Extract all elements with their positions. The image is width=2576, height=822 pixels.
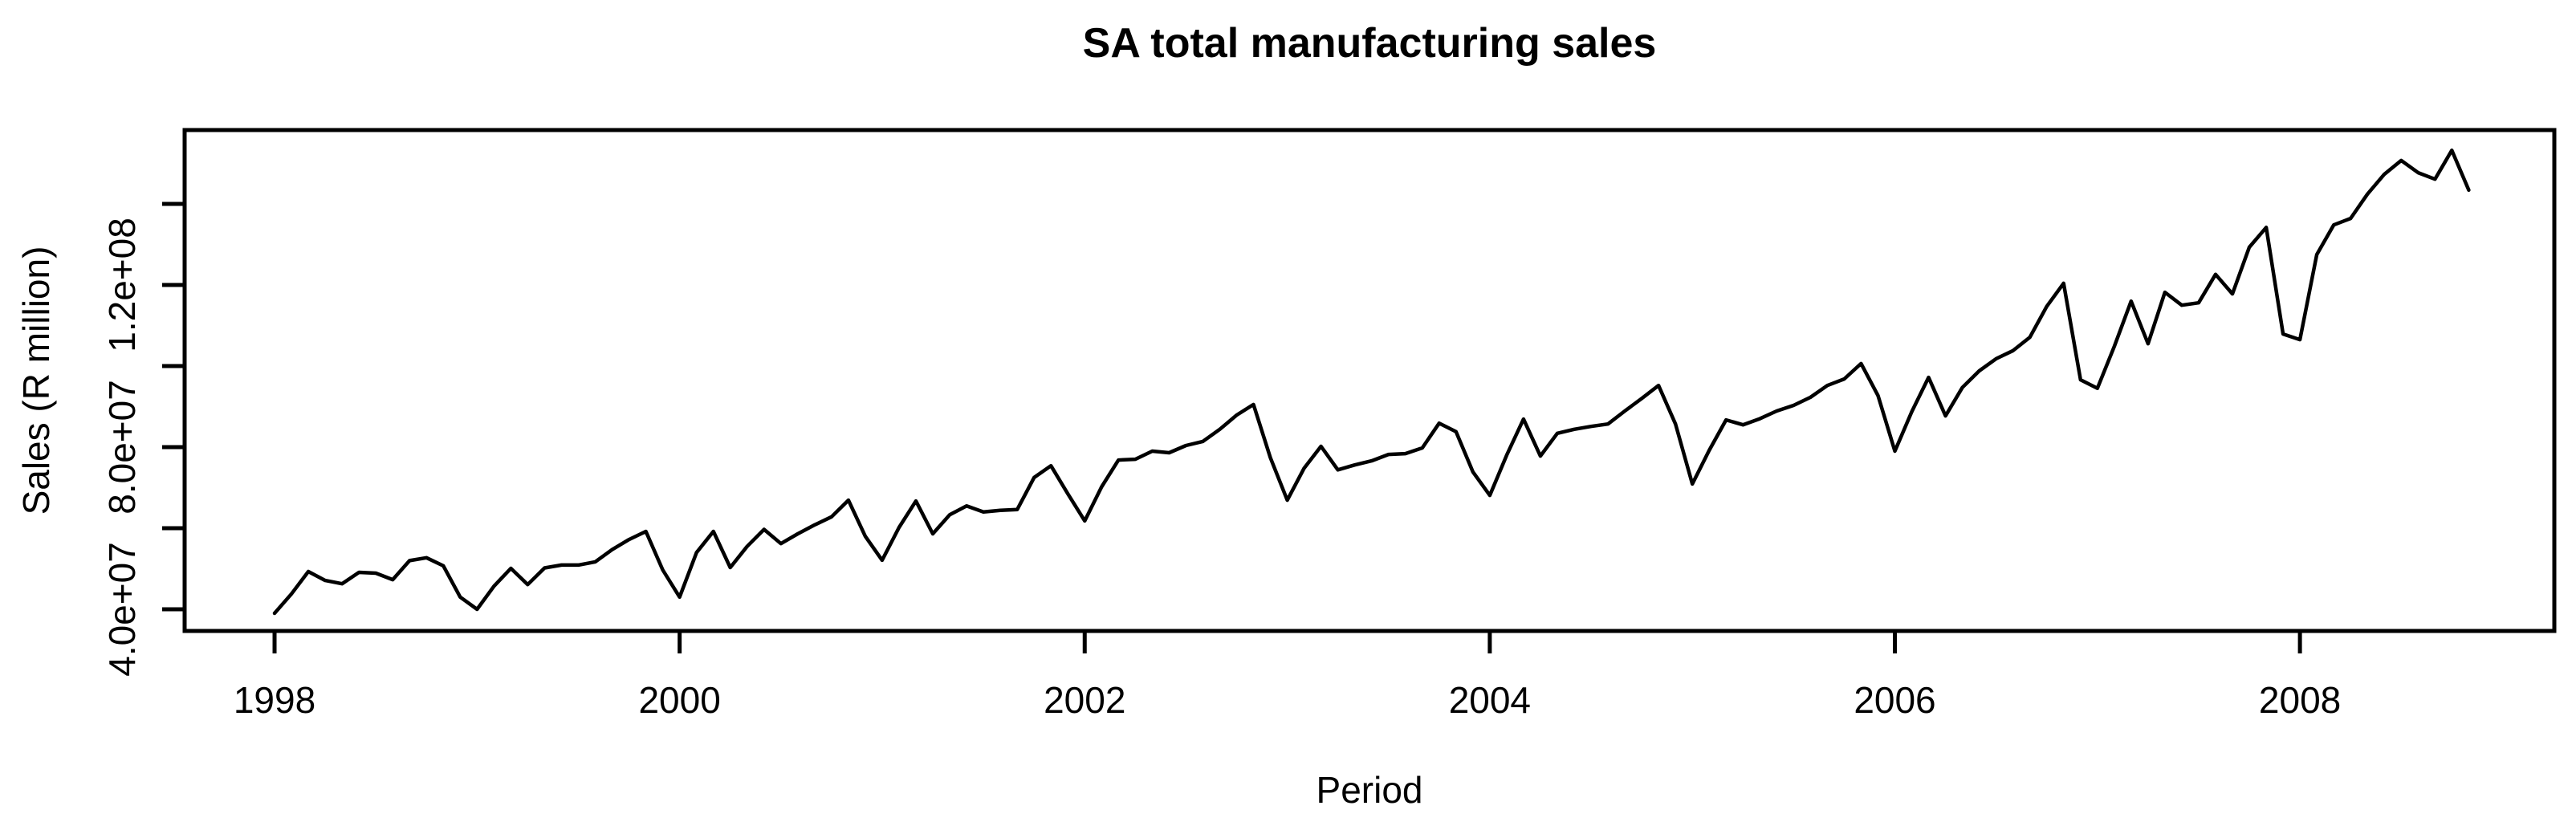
x-tick-label: 2002 (1044, 679, 1125, 721)
x-tick-label: 2006 (1854, 679, 1935, 721)
plot-box (182, 128, 2557, 633)
x-tick-label: 1998 (234, 679, 315, 721)
series-line (272, 149, 2471, 616)
x-tick-label: 2000 (638, 679, 720, 721)
y-tick-label: 8.0e+07 (101, 380, 143, 515)
chart-title: SA total manufacturing sales (1082, 20, 1657, 67)
x-axis-title: Period (1316, 769, 1423, 811)
y-tick-label: 1.2e+08 (101, 218, 143, 352)
x-tick-label: 2004 (1449, 679, 1531, 721)
x-tick-label: 2008 (2259, 679, 2341, 721)
y-tick-label: 4.0e+07 (101, 542, 143, 677)
